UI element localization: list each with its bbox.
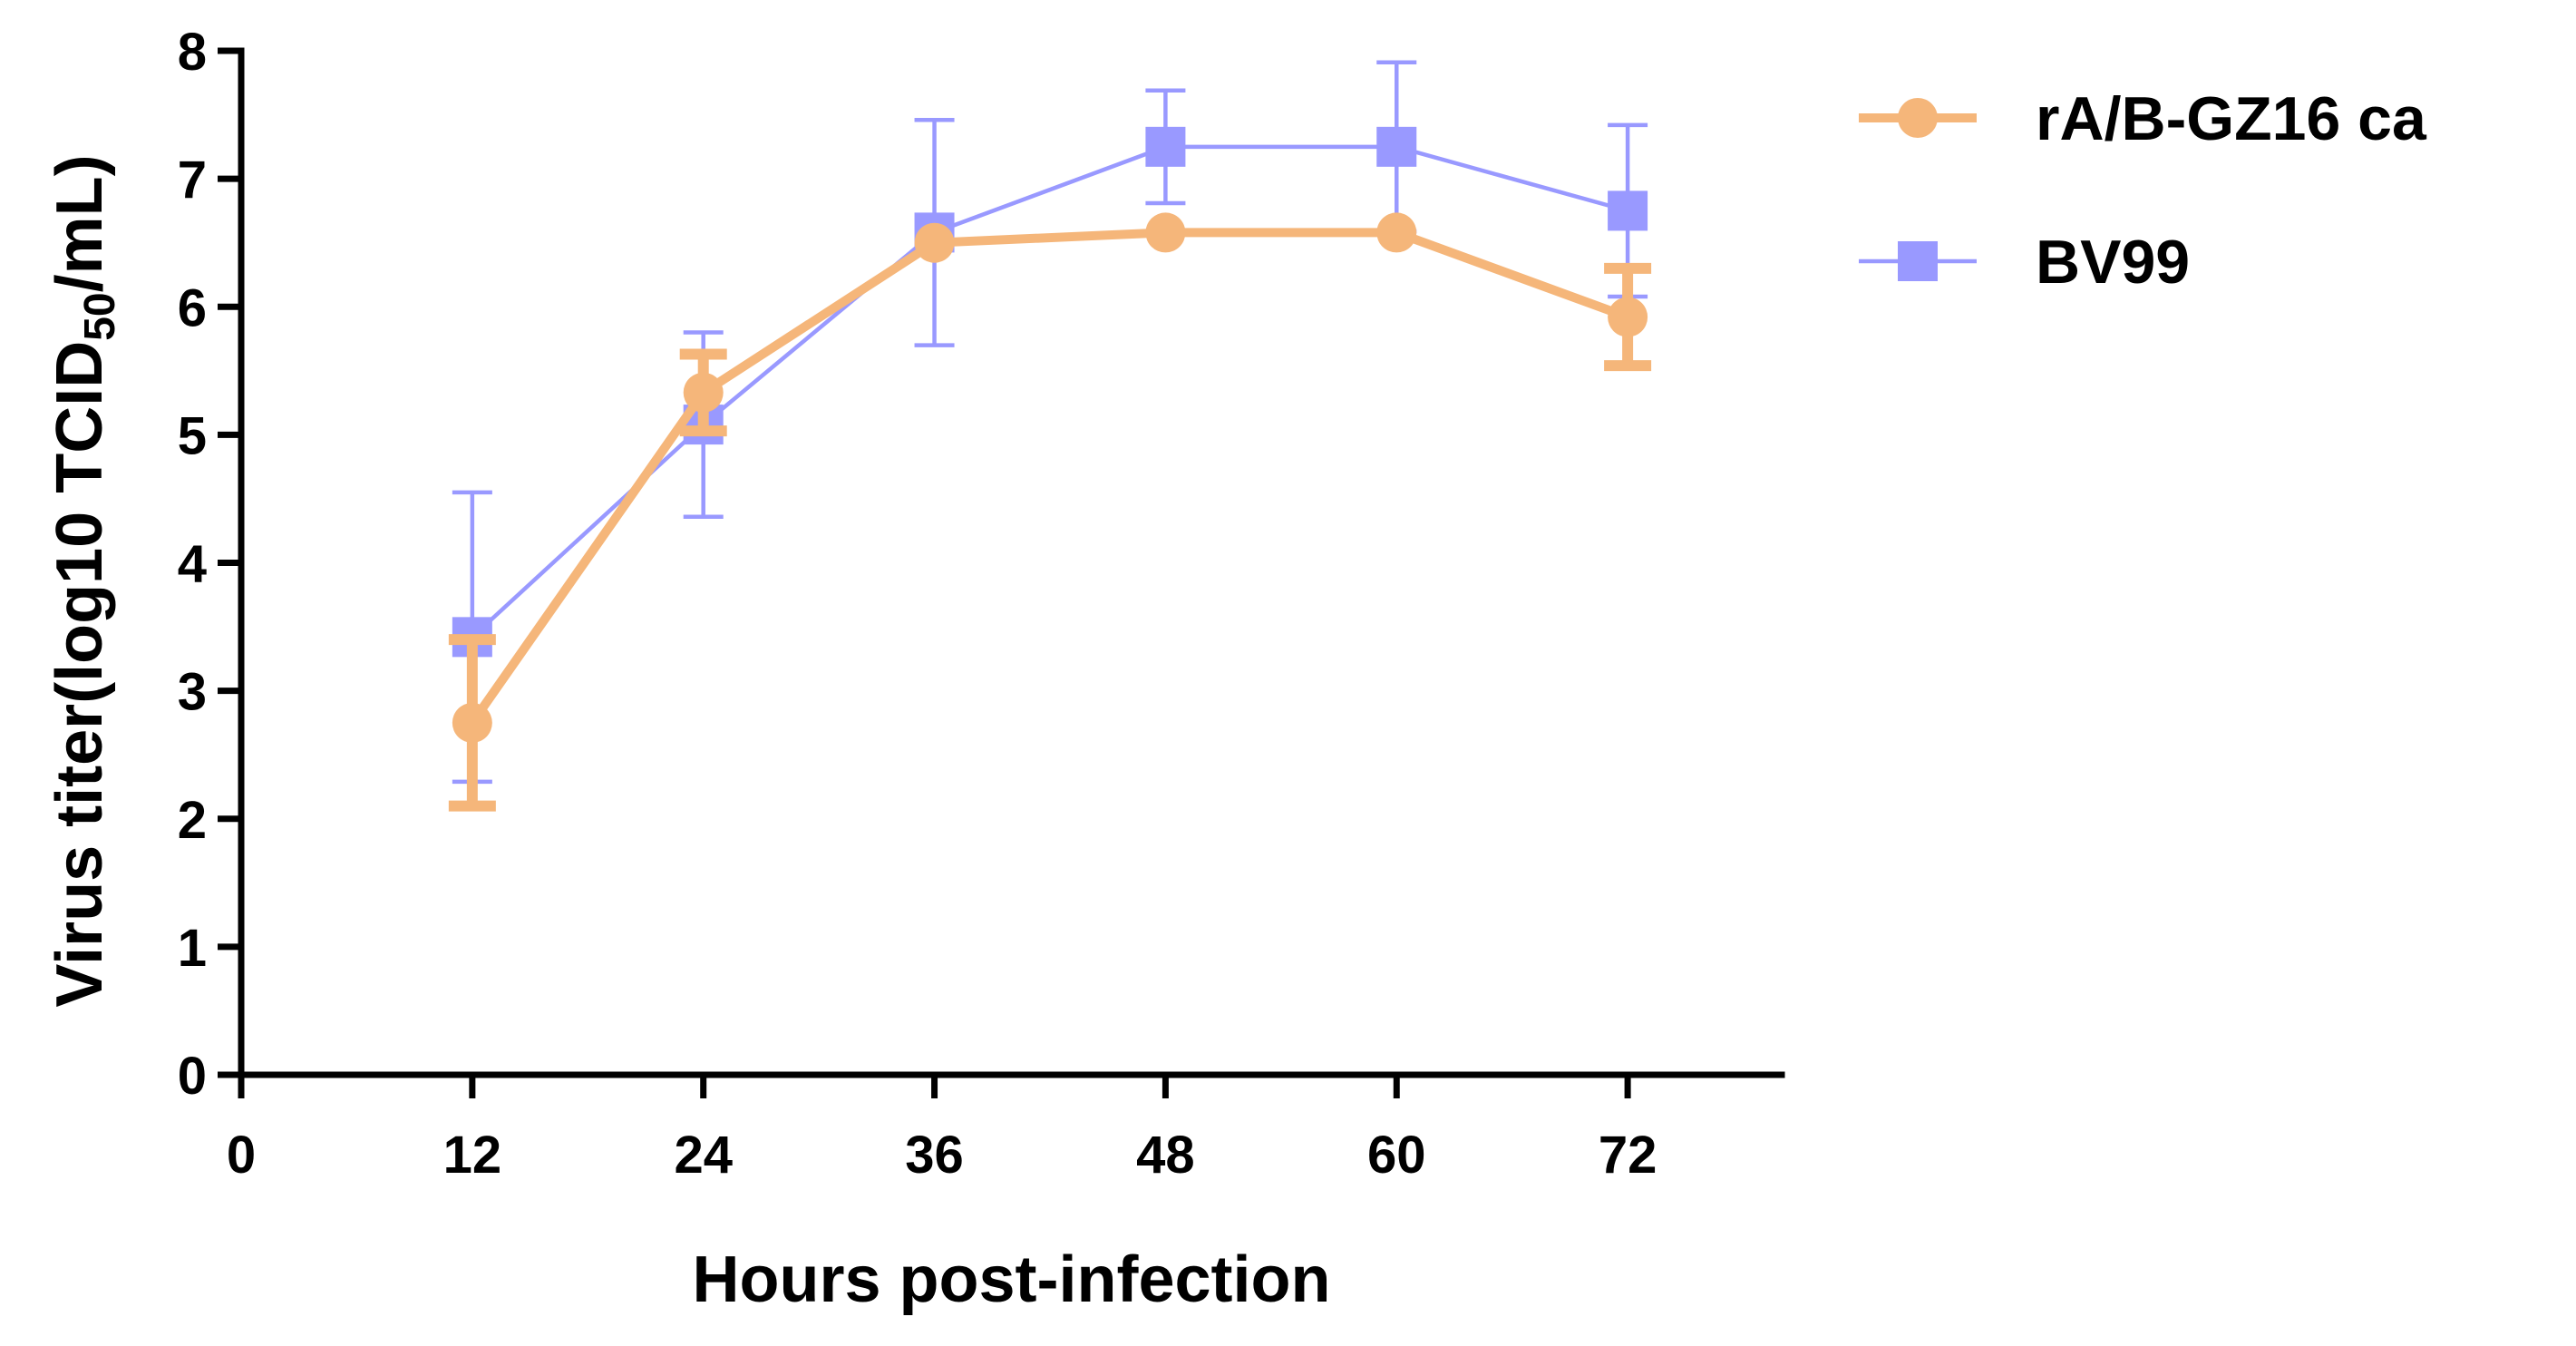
y-axis-title-subscript: 50 (76, 292, 124, 340)
x-tick-label-12: 12 (443, 1126, 502, 1185)
data-point-1-4 (1376, 126, 1417, 167)
x-tick-label-48: 48 (1136, 1126, 1195, 1185)
y-axis-title: Virus titer(log10 TCID50/mL) (44, 154, 124, 1007)
x-tick-label-60: 60 (1367, 1126, 1426, 1185)
y-tick-label-6: 6 (178, 278, 207, 337)
y-axis-title-prefix: Virus titer(log10 TCID (44, 341, 116, 1008)
x-axis-title: Hours post-infection (693, 1244, 1331, 1316)
series-layer (448, 60, 1652, 812)
x-tick-label-72: 72 (1599, 1126, 1657, 1185)
y-tick-label-1: 1 (178, 919, 207, 978)
data-point-0-5 (1608, 297, 1648, 337)
data-point-0-2 (914, 222, 955, 263)
y-tick-label-5: 5 (178, 406, 207, 465)
y-tick-label-2: 2 (178, 791, 207, 850)
y-tick-label-4: 4 (178, 535, 207, 594)
legend-marker-1 (1898, 241, 1938, 281)
legend: rA/B-GZ16 ca BV99 (1859, 84, 2427, 297)
y-axis-title-suffix: /mL) (44, 154, 116, 292)
y-tick-label-0: 0 (178, 1047, 207, 1106)
series-line-0 (468, 228, 1629, 726)
y-tick-label-3: 3 (178, 663, 207, 722)
y-tick-label-8: 8 (178, 23, 207, 82)
x-tick-label-24: 24 (674, 1126, 733, 1185)
data-point-0-3 (1145, 212, 1186, 253)
data-point-1-5 (1608, 190, 1648, 231)
x-tick-label-36: 36 (905, 1126, 964, 1185)
legend-marker-0 (1898, 98, 1938, 138)
data-point-1-3 (1145, 126, 1186, 167)
data-point-0-0 (452, 702, 492, 743)
series-line-1 (471, 144, 1628, 639)
y-tick-label-7: 7 (178, 151, 207, 210)
data-point-0-1 (683, 372, 724, 413)
series-1 (452, 60, 1648, 785)
series-0 (448, 212, 1652, 812)
legend-label-0: rA/B-GZ16 ca (2036, 84, 2427, 153)
legend-label-1: BV99 (2036, 228, 2190, 297)
data-point-0-4 (1376, 212, 1417, 253)
x-tick-label-0: 0 (227, 1126, 256, 1185)
